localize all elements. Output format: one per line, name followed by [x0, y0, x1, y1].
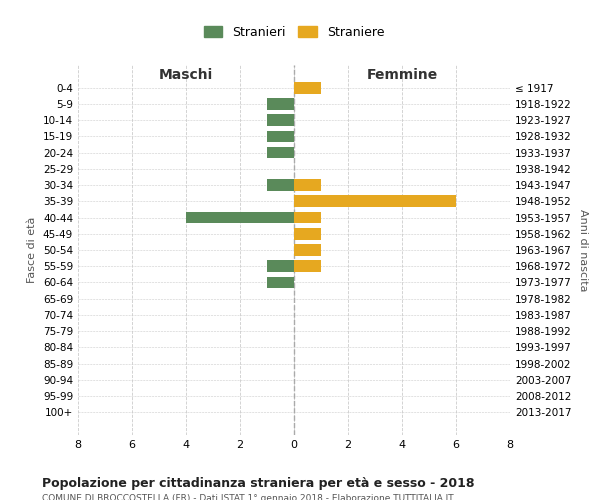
- Bar: [267, 147, 294, 158]
- Text: COMUNE DI BROCCOSTELLA (FR) - Dati ISTAT 1° gennaio 2018 - Elaborazione TUTTITAL: COMUNE DI BROCCOSTELLA (FR) - Dati ISTAT…: [42, 494, 454, 500]
- Text: Popolazione per cittadinanza straniera per età e sesso - 2018: Popolazione per cittadinanza straniera p…: [42, 478, 475, 490]
- Bar: [294, 196, 456, 207]
- Bar: [267, 179, 294, 191]
- Bar: [186, 212, 294, 224]
- Text: Femmine: Femmine: [367, 68, 437, 82]
- Y-axis label: Fasce di età: Fasce di età: [28, 217, 37, 283]
- Bar: [294, 244, 321, 256]
- Bar: [294, 228, 321, 239]
- Bar: [294, 179, 321, 191]
- Bar: [267, 114, 294, 126]
- Y-axis label: Anni di nascita: Anni di nascita: [578, 209, 588, 291]
- Bar: [294, 260, 321, 272]
- Legend: Stranieri, Straniere: Stranieri, Straniere: [197, 20, 391, 45]
- Bar: [267, 130, 294, 142]
- Text: Maschi: Maschi: [159, 68, 213, 82]
- Bar: [294, 212, 321, 224]
- Bar: [267, 98, 294, 110]
- Bar: [294, 82, 321, 94]
- Bar: [267, 260, 294, 272]
- Bar: [267, 276, 294, 288]
